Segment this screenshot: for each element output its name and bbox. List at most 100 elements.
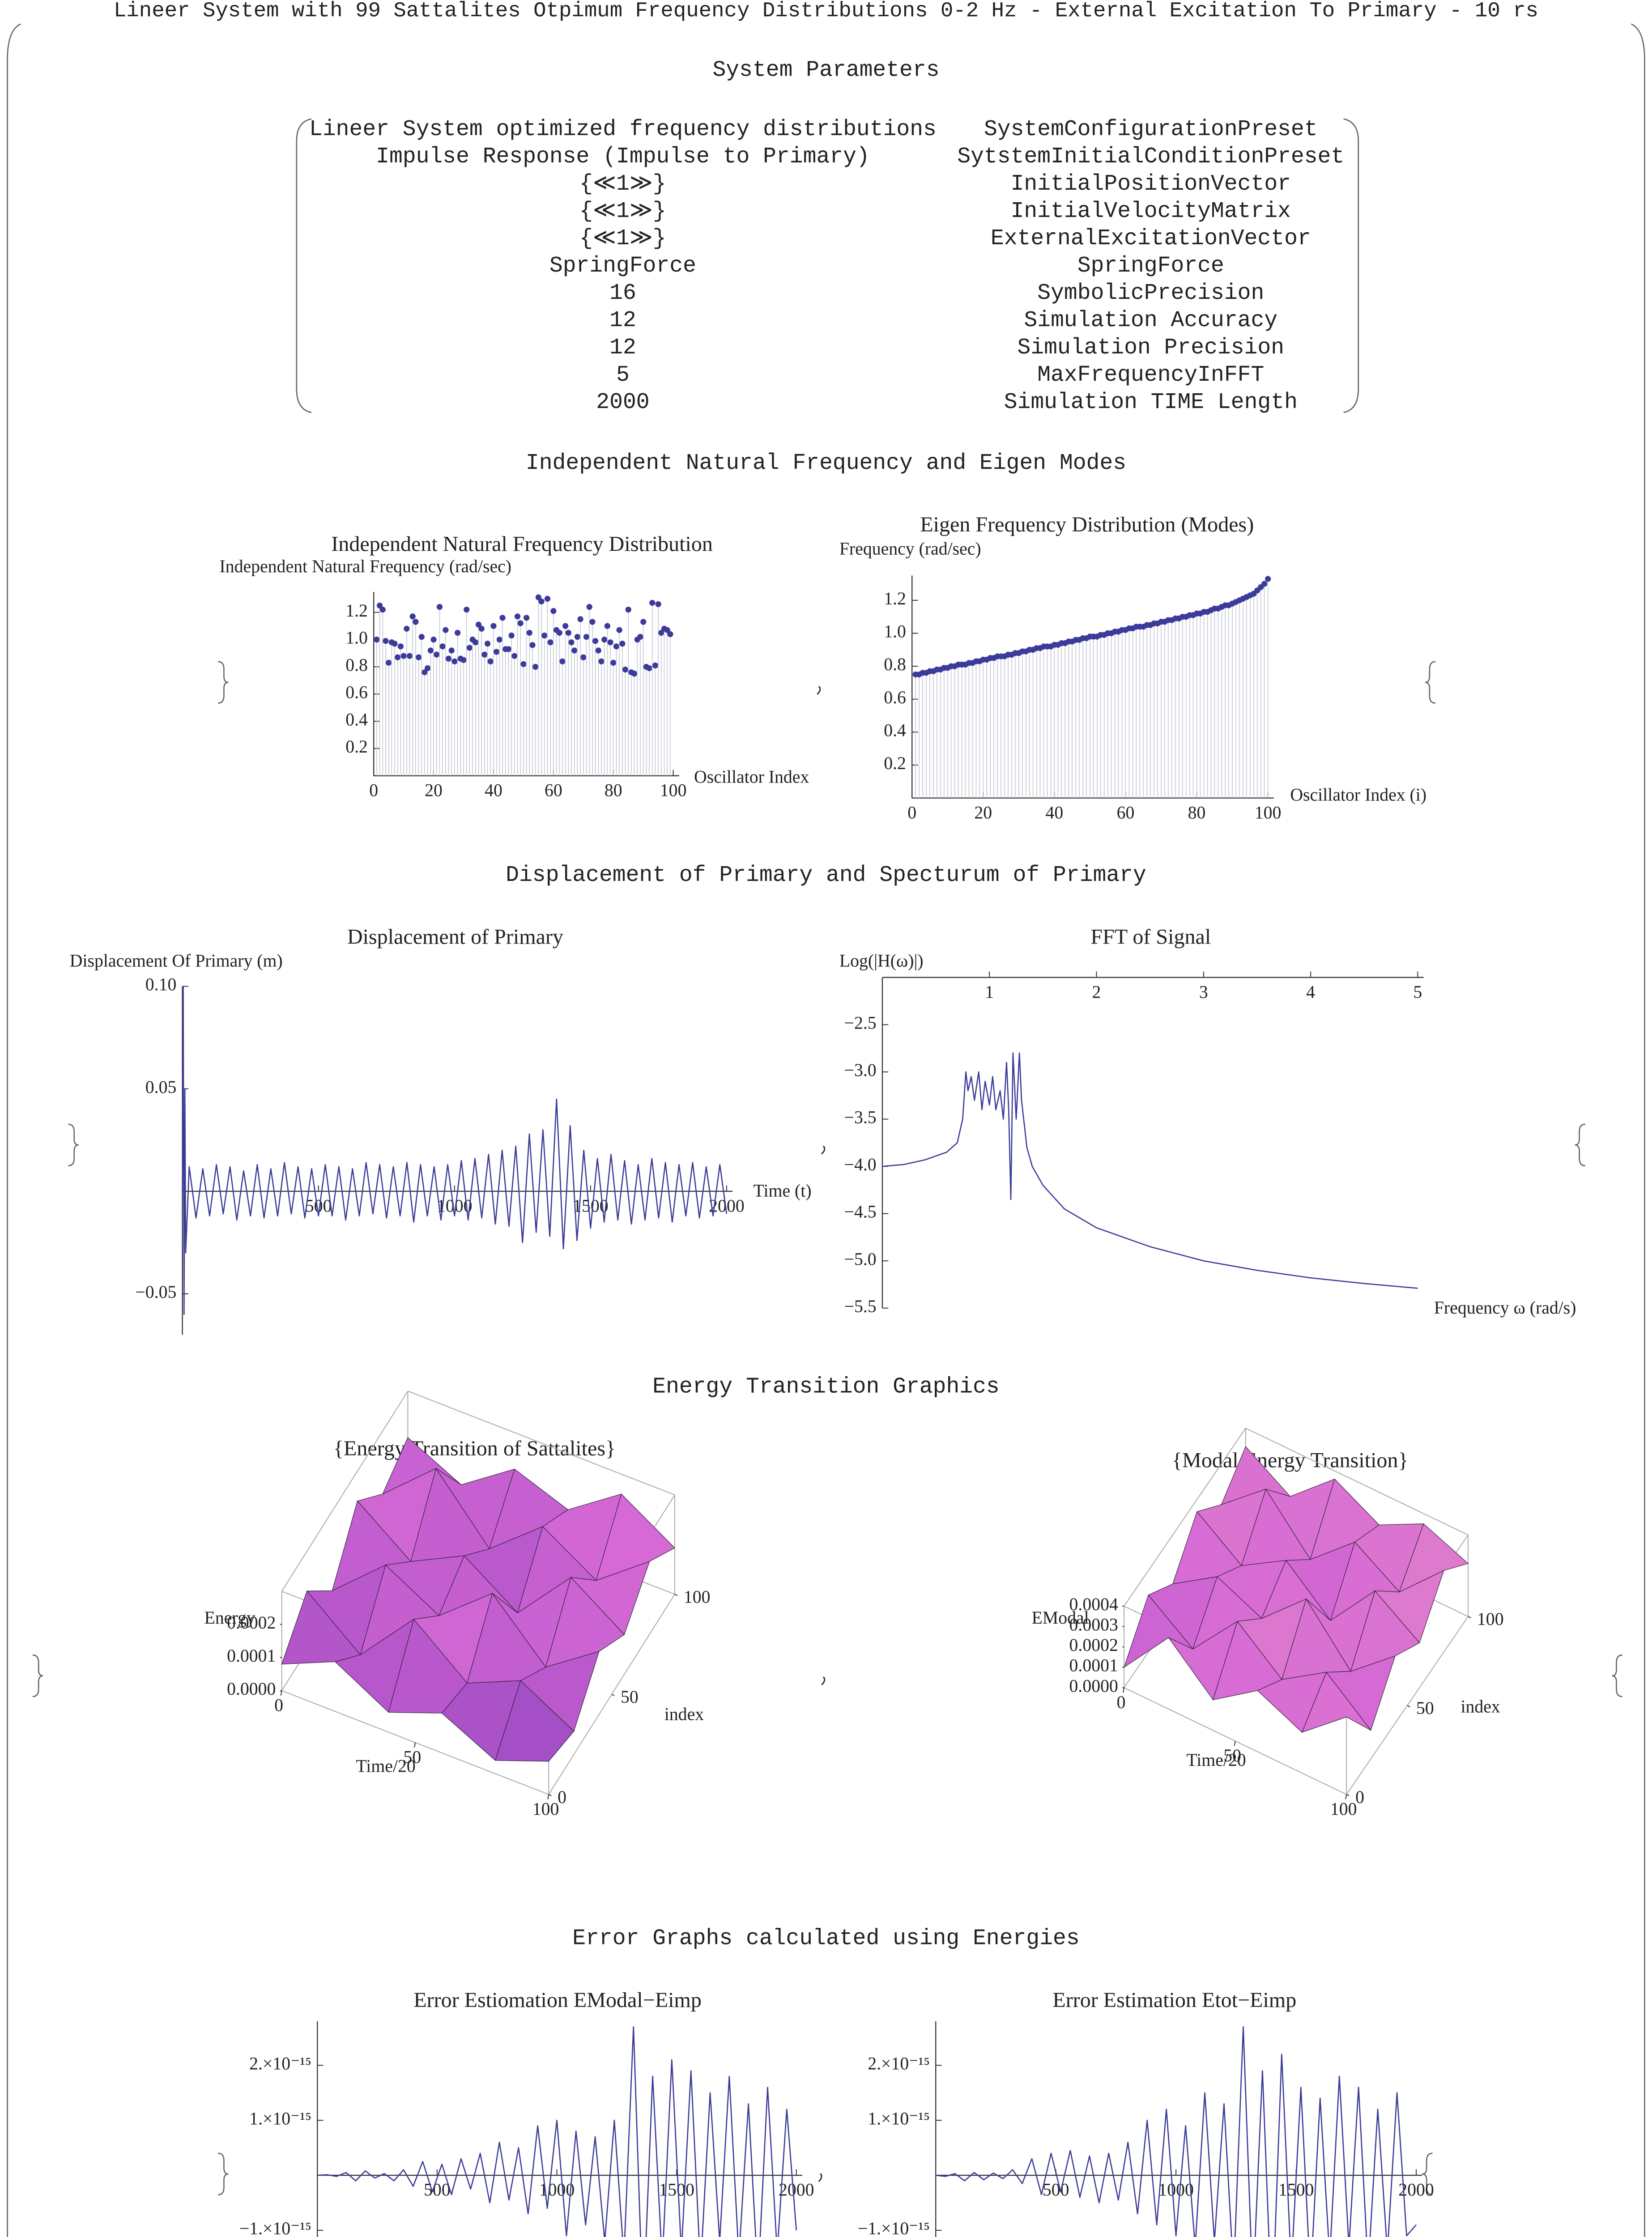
y-tick [1468,1616,1471,1618]
page-title: Lineer System with 99 Sattalites Otpimum… [114,0,1538,23]
point [374,636,380,643]
parameter-value: 16 [609,281,636,306]
point [571,647,578,654]
point [583,634,590,640]
point [565,629,571,636]
x-tick [414,1742,416,1748]
point [658,629,664,636]
point [425,665,431,672]
section-heading: Energy Transition Graphics [652,1374,999,1399]
y-tick-label: 0.4 [884,721,906,740]
point [427,647,434,654]
point [655,601,661,608]
z-tick-label: 0.0000 [227,1679,276,1699]
y-tick-label: −4.5 [844,1202,877,1222]
chart-title: {Modal Energy Transition} [1172,1448,1408,1472]
y-tick-label: 0.8 [884,655,906,674]
y-tick-label: 1.2 [345,601,368,621]
point [478,625,485,632]
point [607,639,613,646]
point [547,639,554,646]
point [637,634,643,640]
x-tick-label: 0 [369,781,378,800]
parameter-name: ExternalExcitationVector [991,226,1311,251]
point [646,665,652,672]
point [395,654,401,660]
point [613,643,620,650]
parameter-value: Lineer System optimized frequency distri… [309,117,937,142]
point [520,661,527,667]
x-tick-label: 60 [1117,803,1135,822]
parameter-value: Impulse Response (Impulse to Primary) [376,144,870,169]
x-tick-label: 40 [1046,803,1064,822]
x-tick-label: 40 [485,781,502,800]
y-tick-label: −1.×10⁻¹⁵ [239,2219,311,2237]
section-heading: Displacement of Primary and Specturum of… [506,863,1146,888]
point [490,623,497,629]
point [376,602,383,609]
y-tick [1407,1705,1410,1707]
y-tick-label: 0.2 [884,753,906,773]
y-tick-label: −4.0 [844,1155,877,1174]
y-axis-label: Frequency (rad/sec) [839,539,981,558]
z-tick-label: 0.0001 [1069,1656,1118,1676]
parameter-value: 2000 [596,390,649,415]
point [508,632,515,639]
point [616,627,622,633]
box-edge [1346,1616,1469,1795]
surface-patch [495,1680,575,1762]
point [640,619,647,625]
right-brace [1575,1123,1585,1166]
point [556,629,562,636]
y-tick-label: 1.0 [884,622,906,642]
point [652,662,659,669]
matrix-right-paren [1343,118,1359,413]
z-tick-label: 0.0003 [1069,1615,1118,1635]
y-axis-label: index [664,1704,704,1724]
point [1265,576,1271,582]
x-tick [1345,1794,1347,1799]
x-tick [280,1690,282,1696]
outer-left-paren [7,23,21,2237]
x-tick-label: 20 [425,781,443,800]
point [592,638,599,644]
y-tick-label: −0.05 [135,1282,176,1302]
y-tick [674,1594,678,1596]
z-axis-label: Energy [204,1608,255,1628]
y-axis-label: Independent Natural Frequency (rad/sec) [219,557,511,576]
parameter-name: SpringForce [1077,253,1224,278]
box-edge [408,1391,675,1496]
point [514,613,521,620]
y-tick-label: 0.10 [145,975,177,995]
y-tick-label: 0 [558,1787,566,1807]
y-tick-label: 1.×10⁻¹⁵ [249,2109,311,2128]
point [535,594,542,600]
point [604,623,610,629]
point [505,646,512,652]
z-tick-label: 0.0002 [227,1613,276,1633]
y-axis-label: Log(|H(ω)|) [839,951,924,971]
parameter-value: {≪1≫} [579,199,666,224]
point [649,600,656,606]
line-series [936,2026,1417,2237]
point [550,608,557,614]
line-series [882,1052,1418,1289]
x-tick-label: 1 [985,982,994,1002]
point [586,604,592,610]
x-axis-label: Time/20 [1186,1750,1246,1770]
chart-title: {Energy Transition of Sattalites} [333,1437,616,1460]
x-tick-label: 3 [1199,982,1208,1002]
point [529,642,536,648]
y-tick-label: 0.6 [884,688,906,707]
box-edge [1124,1428,1246,1607]
point [445,655,452,662]
y-tick-label: −1.×10⁻¹⁵ [858,2219,930,2237]
point [460,657,467,663]
x-tick-label: 0 [274,1695,283,1715]
y-tick [1346,1794,1350,1796]
parameter-name: Simulation Precision [1018,335,1285,360]
y-tick-label: 100 [1477,1609,1504,1629]
point [439,643,446,650]
